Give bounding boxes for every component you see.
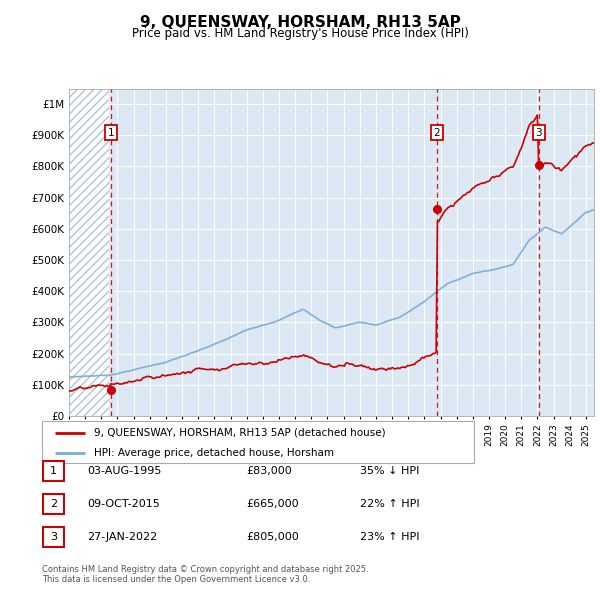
Text: 09-OCT-2015: 09-OCT-2015 xyxy=(87,499,160,509)
Text: 1: 1 xyxy=(50,466,57,476)
Text: Price paid vs. HM Land Registry's House Price Index (HPI): Price paid vs. HM Land Registry's House … xyxy=(131,27,469,40)
Text: 22% ↑ HPI: 22% ↑ HPI xyxy=(360,499,419,509)
Text: HPI: Average price, detached house, Horsham: HPI: Average price, detached house, Hors… xyxy=(94,448,334,457)
Text: 1: 1 xyxy=(107,127,114,137)
Text: 3: 3 xyxy=(535,127,542,137)
Text: 35% ↓ HPI: 35% ↓ HPI xyxy=(360,466,419,476)
Text: 9, QUEENSWAY, HORSHAM, RH13 5AP: 9, QUEENSWAY, HORSHAM, RH13 5AP xyxy=(140,15,460,30)
Text: £805,000: £805,000 xyxy=(246,532,299,542)
Text: 2: 2 xyxy=(50,499,57,509)
Text: £83,000: £83,000 xyxy=(246,466,292,476)
Text: 2: 2 xyxy=(434,127,440,137)
Text: 9, QUEENSWAY, HORSHAM, RH13 5AP (detached house): 9, QUEENSWAY, HORSHAM, RH13 5AP (detache… xyxy=(94,428,385,438)
Text: 27-JAN-2022: 27-JAN-2022 xyxy=(87,532,157,542)
Text: Contains HM Land Registry data © Crown copyright and database right 2025.
This d: Contains HM Land Registry data © Crown c… xyxy=(42,565,368,584)
Text: 03-AUG-1995: 03-AUG-1995 xyxy=(87,466,161,476)
Text: 3: 3 xyxy=(50,532,57,542)
Text: £665,000: £665,000 xyxy=(246,499,299,509)
Text: 23% ↑ HPI: 23% ↑ HPI xyxy=(360,532,419,542)
